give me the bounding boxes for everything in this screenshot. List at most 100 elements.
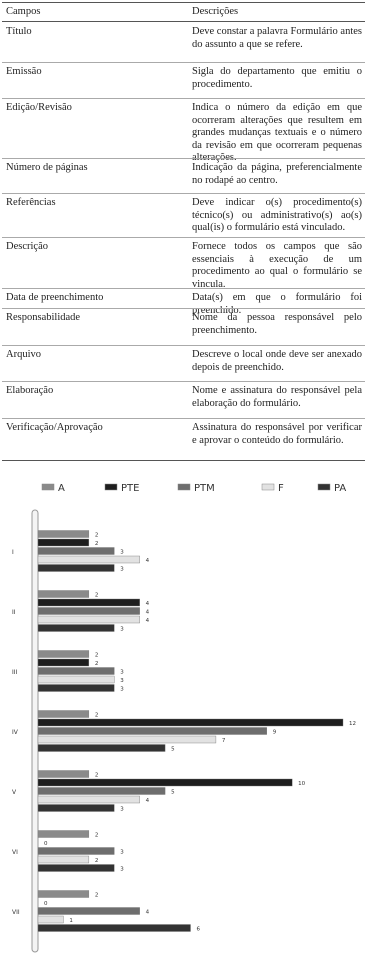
bar xyxy=(37,530,90,538)
legend-label: PTM xyxy=(194,483,215,494)
row-rule xyxy=(2,62,365,63)
legend-swatch xyxy=(261,483,275,491)
value-label: 3 xyxy=(120,807,124,813)
category-label: II xyxy=(12,609,16,616)
value-label: 4 xyxy=(146,610,150,616)
value-label: 4 xyxy=(146,798,150,804)
axis-frame xyxy=(31,509,39,953)
value-label: 3 xyxy=(120,867,124,873)
bar xyxy=(37,658,90,667)
field-name: Edição/Revisão xyxy=(6,102,72,113)
value-label: 3 xyxy=(120,567,124,573)
value-label: 2 xyxy=(95,533,99,539)
table-rule xyxy=(2,21,365,22)
value-label: 2 xyxy=(95,661,99,667)
bar xyxy=(37,718,344,727)
bar xyxy=(37,795,140,804)
row-rule xyxy=(2,158,365,159)
value-label: 2 xyxy=(95,858,99,864)
field-name: Responsabilidade xyxy=(6,312,81,323)
field-description: Indica o número da edição em que ocorrer… xyxy=(192,102,362,163)
bar xyxy=(37,667,115,675)
field-name: Arquivo xyxy=(6,349,41,360)
value-label: 2 xyxy=(95,653,99,659)
bar xyxy=(37,598,140,607)
field-description: Data(s) em que o formulário foi preenchi… xyxy=(192,292,362,316)
legend-swatch xyxy=(177,483,191,491)
row-rule xyxy=(2,98,365,99)
value-label: 3 xyxy=(120,670,124,676)
bar xyxy=(37,615,140,624)
value-label: 0 xyxy=(44,841,48,847)
field-name: Data de preenchimento xyxy=(6,292,104,303)
field-description: Nome da pessoa responsável pelo preenchi… xyxy=(192,312,362,336)
bar xyxy=(37,607,140,615)
bar xyxy=(37,624,115,632)
value-label: 2 xyxy=(95,773,99,779)
category-label: IV xyxy=(12,729,19,736)
header-cell: Descrições xyxy=(192,6,239,17)
legend-label: F xyxy=(278,483,284,494)
field-description: Fornece todos os campos que são essencia… xyxy=(192,241,362,290)
value-label: 4 xyxy=(146,558,150,564)
legend-swatch xyxy=(41,483,55,491)
value-label: 3 xyxy=(120,687,124,693)
row-rule xyxy=(2,345,365,346)
row-rule xyxy=(2,237,365,238)
category-label: I xyxy=(12,549,14,556)
bar xyxy=(37,864,115,872)
value-label: 1 xyxy=(69,918,73,924)
field-description: Indicação da página, preferencialmente n… xyxy=(192,162,362,186)
bar xyxy=(37,787,166,795)
value-label: 3 xyxy=(120,850,124,856)
category-label: VII xyxy=(12,909,20,916)
field-name: Título xyxy=(6,26,32,37)
value-label: 2 xyxy=(95,833,99,839)
row-rule xyxy=(2,460,365,461)
row-rule xyxy=(2,193,365,194)
value-label: 2 xyxy=(95,593,99,599)
legend-label: PA xyxy=(334,483,346,494)
bar xyxy=(37,710,90,718)
bar xyxy=(37,650,90,658)
value-label: 12 xyxy=(349,721,356,727)
category-label: V xyxy=(12,789,17,796)
bar xyxy=(37,744,166,752)
header-cell: Campos xyxy=(6,6,41,17)
row-rule xyxy=(2,418,365,419)
value-label: 5 xyxy=(171,747,175,753)
bar xyxy=(37,735,217,744)
legend-swatch xyxy=(104,483,118,491)
field-name: Verificação/Aprovação xyxy=(6,422,103,433)
bar xyxy=(37,890,90,898)
bar xyxy=(37,555,140,564)
field-description: Assinatura do responsável por verificar … xyxy=(192,422,362,446)
bar xyxy=(37,855,90,864)
field-name: Descrição xyxy=(6,241,48,252)
value-label: 3 xyxy=(120,678,124,684)
field-name: Emissão xyxy=(6,66,42,77)
bar xyxy=(37,915,64,924)
bar xyxy=(37,538,90,547)
table-rule xyxy=(2,2,365,3)
bar xyxy=(37,547,115,555)
bar xyxy=(37,564,115,572)
value-label: 4 xyxy=(146,601,150,607)
value-label: 4 xyxy=(146,618,150,624)
field-name: Referências xyxy=(6,197,56,208)
field-description: Nome e assinatura do responsável pela el… xyxy=(192,385,362,409)
value-label: 5 xyxy=(171,790,175,796)
value-label: 7 xyxy=(222,738,226,744)
bar xyxy=(37,684,115,692)
row-rule xyxy=(2,288,365,289)
bar xyxy=(37,770,90,778)
bar xyxy=(37,778,293,787)
bar xyxy=(37,830,90,838)
chart: A PTE PTM F PAI22343II24443III22333IV212975V… xyxy=(12,483,356,953)
row-rule xyxy=(2,308,365,309)
value-label: 2 xyxy=(95,713,99,719)
value-label: 0 xyxy=(44,901,48,907)
value-label: 9 xyxy=(273,730,277,736)
value-label: 10 xyxy=(298,781,305,787)
field-name: Número de páginas xyxy=(6,162,88,173)
